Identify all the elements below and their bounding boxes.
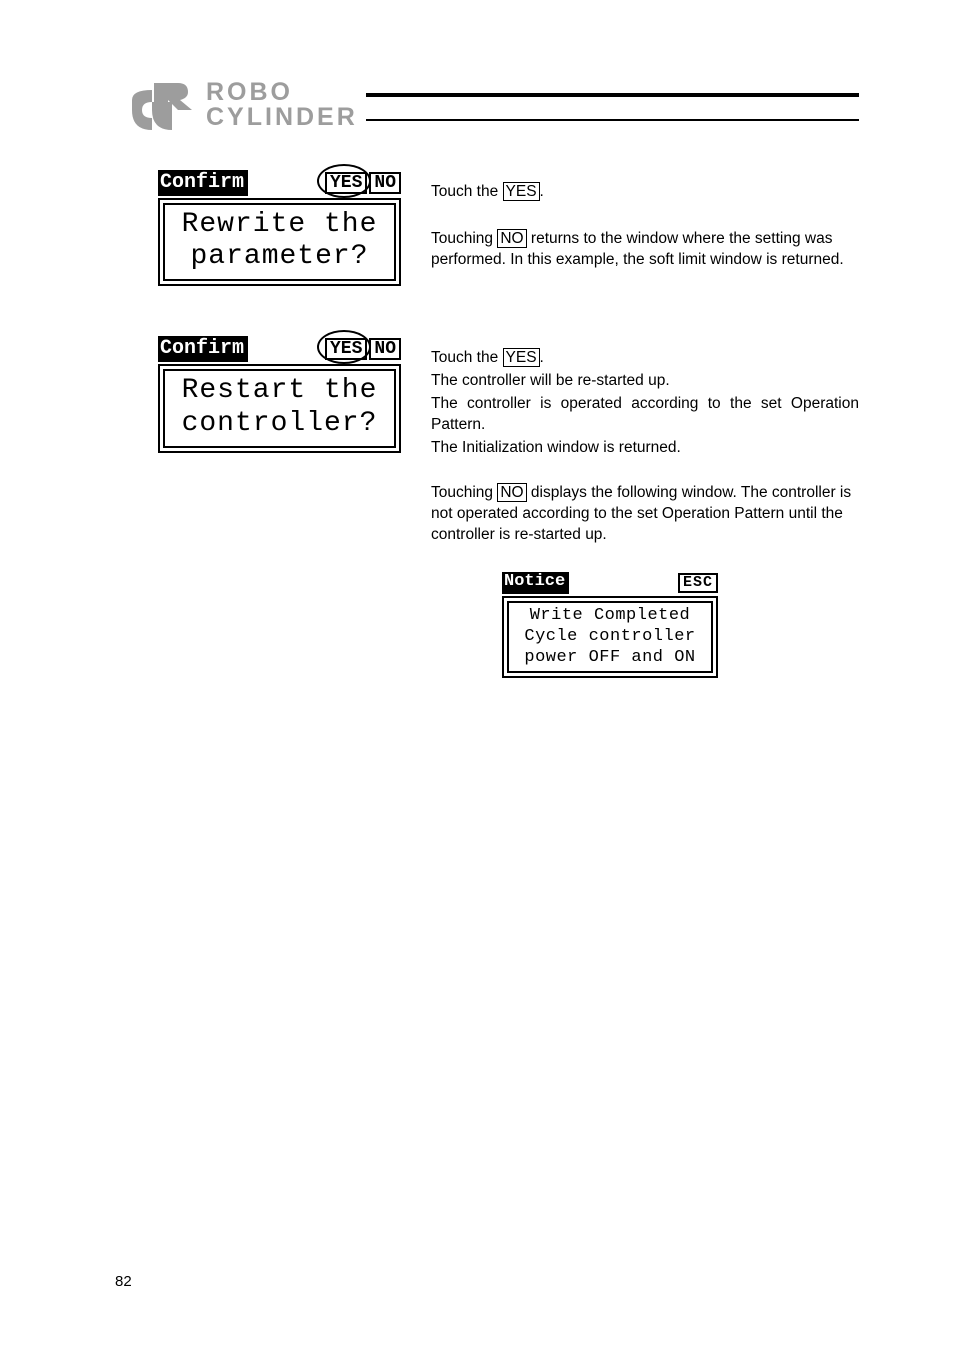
explain-rewrite: Touch the YES. Touching NO returns to th…	[431, 170, 859, 285]
touch-yes-line: Touch the YES.	[431, 348, 859, 369]
logo-text: ROBO CYLINDER	[206, 80, 358, 130]
restart-line2: The controller will be re-started up.	[431, 371, 859, 392]
dialog-body: Rewrite the parameter?	[163, 203, 396, 281]
yes-box: YES	[503, 348, 540, 367]
touch-prefix: Touch the	[431, 183, 503, 200]
dialog-body-line1: Rewrite the	[167, 209, 392, 241]
restart-line4: The Initialization window is returned.	[431, 438, 859, 459]
notice-line3: power OFF and ON	[511, 647, 709, 668]
touching-prefix: Touching	[431, 484, 497, 501]
logo-line1: ROBO	[206, 80, 358, 105]
confirm-restart-dialog: Confirm YES NO Restart the controller?	[158, 336, 401, 452]
logo-line2: CYLINDER	[206, 105, 358, 130]
dialog-body-line1: Restart the	[167, 375, 392, 407]
notice-body: Write Completed Cycle controller power O…	[507, 601, 713, 673]
confirm-restart-row: Confirm YES NO Restart the controller? T	[130, 336, 859, 559]
touch-prefix: Touch the	[431, 349, 503, 366]
logo-mark	[130, 80, 200, 130]
yes-box: YES	[503, 182, 540, 201]
page-number: 82	[115, 1273, 132, 1290]
no-button[interactable]: NO	[369, 172, 401, 194]
yes-button[interactable]: YES	[325, 172, 367, 194]
touching-no-paragraph: Touching NO displays the following windo…	[431, 483, 859, 546]
notice-body-frame: Write Completed Cycle controller power O…	[502, 596, 718, 678]
dialog-header: Confirm YES NO	[158, 336, 401, 362]
no-button-wrap: NO	[369, 338, 401, 360]
no-box: NO	[497, 229, 526, 248]
restart-line3: The controller is operated according to …	[431, 394, 859, 436]
touch-yes-line: Touch the YES.	[431, 182, 859, 203]
dialog-header: Confirm YES NO	[158, 170, 401, 196]
confirm-rewrite-row: Confirm YES NO Rewrite the parameter? To	[130, 170, 859, 286]
dialog-body-line2: parameter?	[167, 241, 392, 273]
touching-prefix: Touching	[431, 230, 497, 247]
confirm-rewrite-dialog: Confirm YES NO Rewrite the parameter?	[158, 170, 401, 286]
no-button-wrap: NO	[369, 172, 401, 194]
dialog-body: Restart the controller?	[163, 369, 396, 447]
dialog-body-frame: Rewrite the parameter?	[158, 198, 401, 286]
dialog-body-line2: controller?	[167, 408, 392, 440]
no-button[interactable]: NO	[369, 338, 401, 360]
yes-button-wrap: YES	[325, 172, 367, 194]
no-box: NO	[497, 483, 526, 502]
dialog-title: Confirm	[158, 336, 248, 362]
header-logo-row: ROBO CYLINDER	[130, 80, 859, 130]
esc-button[interactable]: ESC	[678, 573, 718, 593]
dialog-title: Confirm	[158, 170, 248, 196]
explain-restart: Touch the YES. The controller will be re…	[431, 336, 859, 559]
yes-button-wrap: YES	[325, 338, 367, 360]
notice-title: Notice	[502, 572, 569, 594]
notice-header: Notice ESC	[502, 572, 718, 594]
notice-line1: Write Completed	[511, 605, 709, 626]
notice-dialog: Notice ESC Write Completed Cycle control…	[502, 572, 718, 678]
touching-no-paragraph: Touching NO returns to the window where …	[431, 229, 859, 271]
header-rules	[366, 89, 859, 121]
yes-button[interactable]: YES	[325, 338, 367, 360]
dialog-body-frame: Restart the controller?	[158, 364, 401, 452]
notice-line2: Cycle controller	[511, 626, 709, 647]
